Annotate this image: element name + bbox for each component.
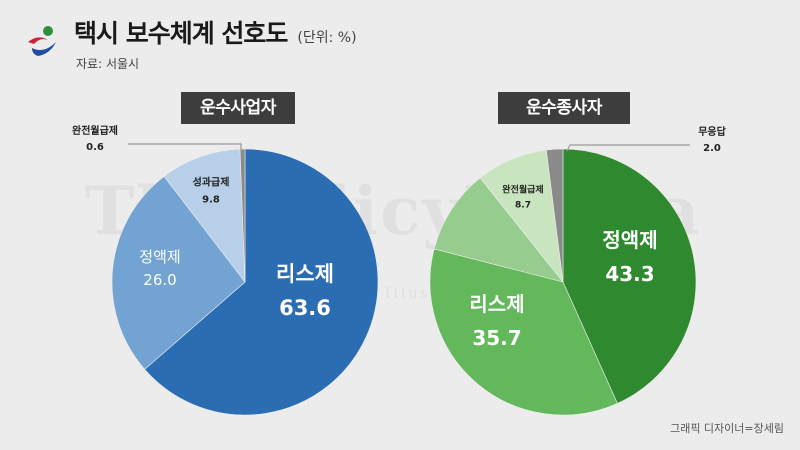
pie0-leaseslice-label: 리스제 [276,262,334,286]
pie0-salaryslice-leader [128,143,242,152]
page-title: 택시 보수체계 선호도 [74,19,288,48]
pie0-perfslice-value: 9.8 [202,195,220,206]
pie1-noresponseslice-label: 무응답 [698,126,726,138]
panel-label-drivers: 운수종사자 [498,92,630,124]
pie1-flatslice-label: 정액제 [602,228,657,252]
pie0-flatslice-value: 26.0 [143,271,176,289]
pie1-leaseslice-label: 리스제 [469,292,524,316]
pie0-slice-2 [163,148,246,283]
pie1-leaseslice-value: 35.7 [472,326,521,350]
pie1-slice-0 [562,148,697,404]
pie0-leaseslice-value: 63.6 [279,296,331,320]
pie1-noresponseslice-value: 2.0 [703,143,721,154]
pie0-slice-1 [111,175,246,370]
pie1-flatslice-value: 43.3 [605,262,654,286]
pie0-flatslice-label: 정액제 [139,248,180,266]
pie1-salaryslice-value: 8.7 [515,200,531,210]
pie0-salaryslice-value: 0.6 [86,142,104,153]
title-row: 택시 보수체계 선호도 (단위: %) [74,14,357,50]
source-label: 자료: 서울시 [76,57,140,71]
panel-label-operators: 운수사업자 [181,92,295,124]
pie0-slice-3 [239,148,246,283]
graphic-credit: 그래픽 디자이너=장세림 [670,422,784,435]
seoul-logo-icon [28,26,56,56]
pie1-slice-2 [433,177,564,283]
pie0-perfslice-label: 성과급제 [193,176,230,189]
pie1-noresponseslice-leader [566,144,690,152]
pie1-salaryslice-label: 완전월급제 [502,184,543,196]
pie1-slice-1 [429,248,618,416]
pie0-slice-0 [144,148,379,416]
unit-label: (단위: %) [297,30,357,46]
pie1-slice-4 [545,148,564,283]
pie0-salaryslice-label: 완전월급제 [72,124,118,137]
